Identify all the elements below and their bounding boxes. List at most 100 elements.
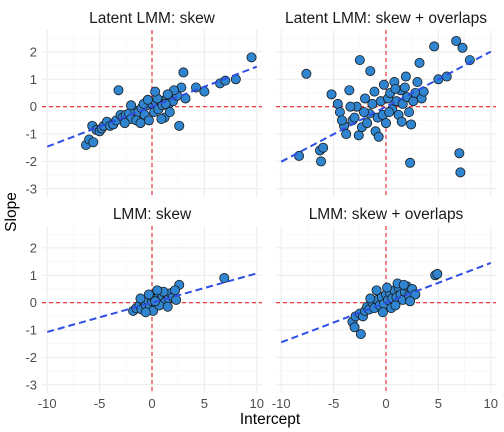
data-point	[143, 289, 154, 300]
data-point	[135, 118, 146, 129]
data-point	[326, 89, 337, 100]
data-point	[400, 71, 411, 82]
data-point	[384, 107, 395, 118]
data-point	[220, 75, 231, 86]
y-tick-label: -2	[25, 154, 37, 169]
y-tick-label: 2	[30, 240, 37, 255]
data-point	[362, 118, 373, 129]
data-point	[143, 115, 154, 126]
panels	[42, 30, 496, 393]
panel-3	[42, 226, 262, 393]
y-tick-label: -3	[25, 181, 37, 196]
x-axis-title: Intercept	[240, 411, 301, 428]
y-tick-label: 1	[30, 268, 37, 283]
y-axis-title: Slope	[3, 192, 20, 232]
fit-line	[46, 272, 258, 333]
y-tick-label: 1	[30, 72, 37, 87]
fit-line	[280, 50, 492, 163]
data-point	[334, 107, 345, 118]
data-point	[164, 107, 175, 118]
data-point	[398, 279, 409, 290]
data-point	[451, 35, 462, 46]
x-tick-label: -5	[94, 396, 106, 411]
data-point	[316, 156, 327, 167]
data-point	[365, 66, 376, 77]
panel-strip-titles: Latent LMM: skew Latent LMM: skew + overl…	[89, 10, 487, 223]
data-point	[156, 113, 167, 124]
data-point	[371, 285, 382, 296]
panel-title: Latent LMM: skew + overlaps	[285, 10, 487, 27]
data-point	[246, 52, 257, 63]
data-point	[341, 129, 352, 140]
data-point	[414, 57, 425, 68]
data-point	[396, 116, 407, 127]
data-point	[219, 273, 230, 284]
data-point	[126, 100, 137, 111]
data-point	[140, 307, 151, 318]
fit-line	[46, 65, 258, 148]
x-tick-label: 10	[484, 396, 498, 411]
data-point	[170, 285, 181, 296]
data-point	[332, 98, 343, 109]
data-point	[410, 289, 421, 300]
y-tick-label: 0	[30, 99, 37, 114]
data-point	[345, 101, 356, 112]
panel-1	[42, 30, 262, 197]
data-point	[378, 79, 389, 90]
data-point	[119, 118, 130, 129]
data-point	[178, 67, 189, 78]
data-point	[349, 322, 360, 333]
data-point	[380, 118, 391, 129]
panel-2	[276, 30, 496, 197]
panel-4	[276, 226, 496, 393]
data-point	[455, 167, 466, 178]
data-point	[399, 82, 410, 93]
data-point	[367, 98, 378, 109]
panel-title: LMM: skew	[113, 206, 192, 223]
data-point	[405, 157, 416, 168]
x-tick-label: 5	[201, 396, 208, 411]
panel-title: Latent LMM: skew	[89, 10, 216, 27]
y-tick-label: -2	[25, 350, 37, 365]
data-point	[404, 107, 415, 118]
data-point	[344, 85, 355, 96]
y-tick-label: 2	[30, 44, 37, 59]
x-tick-label: -10	[272, 396, 291, 411]
data-point	[88, 137, 99, 148]
y-tick-label: -3	[25, 377, 37, 392]
data-point	[162, 301, 173, 312]
data-point	[365, 293, 376, 304]
data-point	[432, 268, 443, 279]
data-point	[405, 296, 416, 307]
data-point	[457, 42, 468, 53]
data-point	[412, 77, 423, 88]
fit-line	[280, 262, 492, 344]
data-point	[355, 329, 366, 340]
data-point	[135, 293, 146, 304]
x-tick-label: 10	[250, 396, 264, 411]
data-point	[199, 86, 210, 97]
data-point	[369, 86, 380, 97]
data-point	[373, 131, 384, 142]
data-point	[174, 120, 185, 131]
y-tick-label: 0	[30, 295, 37, 310]
x-tick-label: 0	[382, 396, 389, 411]
data-point	[454, 148, 465, 159]
data-point	[360, 93, 371, 104]
data-point	[358, 107, 369, 118]
data-point	[354, 55, 365, 66]
x-tick-label: 0	[148, 396, 155, 411]
data-point	[301, 68, 312, 79]
panel-title: LMM: skew + overlaps	[309, 206, 464, 223]
data-point	[349, 112, 360, 123]
x-tick-label: -10	[38, 396, 57, 411]
data-point	[408, 96, 419, 107]
data-point	[336, 115, 347, 126]
data-point	[382, 282, 393, 293]
data-point	[142, 94, 153, 105]
data-point	[150, 86, 161, 97]
data-point	[429, 41, 440, 52]
y-tick-label: -1	[25, 323, 37, 338]
